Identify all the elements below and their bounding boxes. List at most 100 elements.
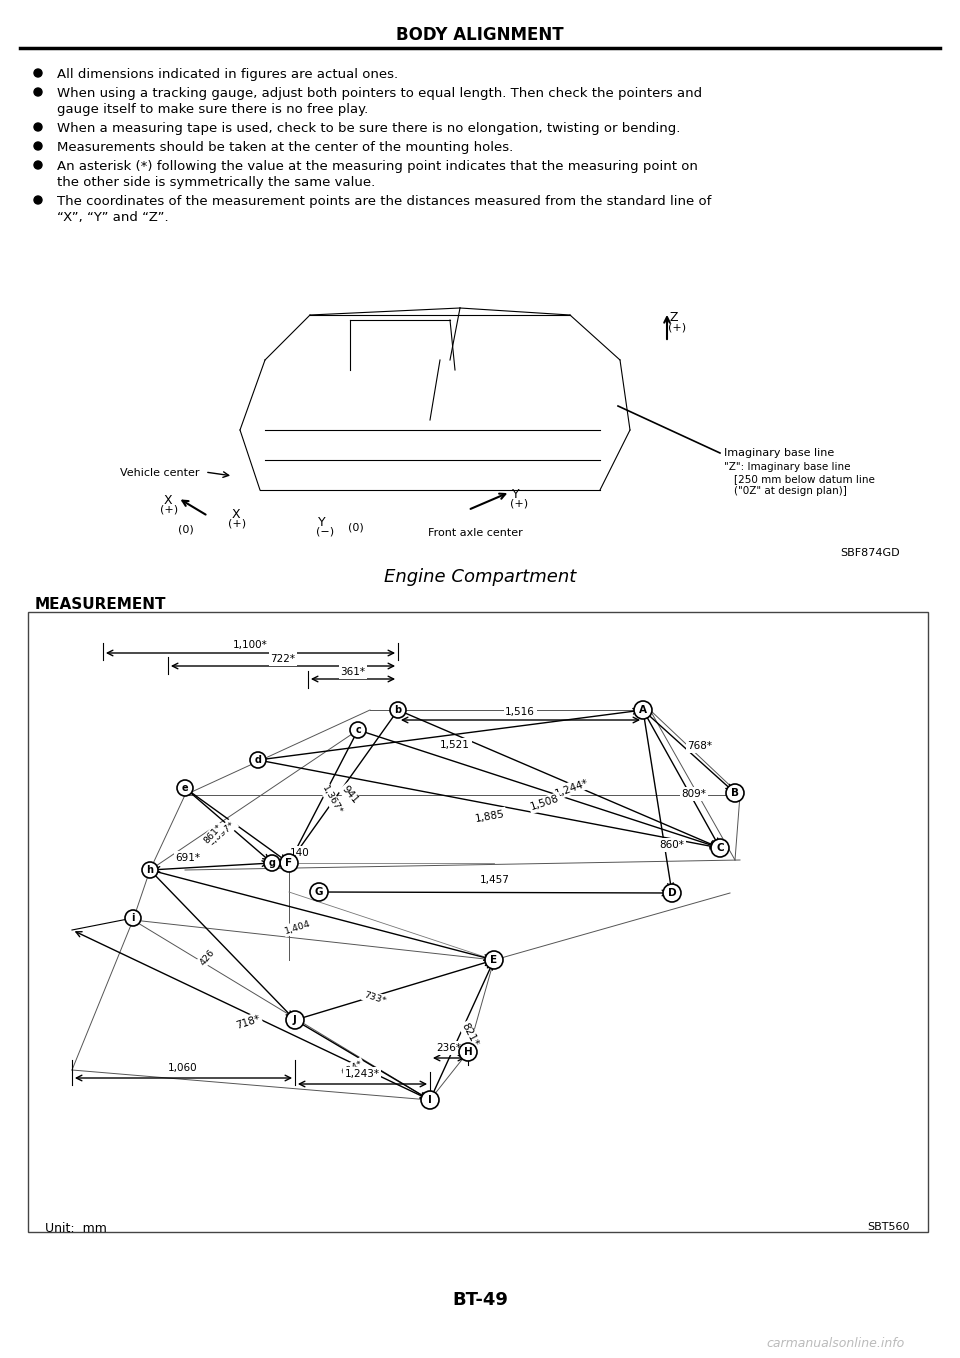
Text: 809*: 809*: [682, 789, 707, 799]
Text: E: E: [491, 955, 497, 966]
Circle shape: [34, 69, 42, 77]
Text: 624*: 624*: [340, 1059, 364, 1077]
Text: 1,367*: 1,367*: [320, 784, 344, 816]
Circle shape: [34, 196, 42, 204]
Text: X: X: [232, 508, 241, 521]
Circle shape: [663, 884, 681, 902]
Text: g: g: [269, 858, 276, 868]
Text: 1,516: 1,516: [505, 708, 535, 717]
Text: 733*: 733*: [363, 990, 387, 1006]
Text: (0): (0): [348, 521, 364, 532]
Text: An asterisk (*) following the value at the measuring point indicates that the me: An asterisk (*) following the value at t…: [57, 160, 698, 172]
Text: All dimensions indicated in figures are actual ones.: All dimensions indicated in figures are …: [57, 68, 398, 81]
Text: b: b: [395, 705, 401, 716]
Text: 941: 941: [340, 784, 360, 805]
Text: Y: Y: [318, 516, 325, 530]
Circle shape: [350, 722, 366, 737]
Circle shape: [726, 784, 744, 803]
Text: (−): (−): [316, 526, 334, 536]
Circle shape: [34, 143, 42, 149]
Text: BT-49: BT-49: [452, 1291, 508, 1309]
Text: 1,404: 1,404: [284, 918, 312, 936]
Text: 861*: 861*: [202, 823, 224, 846]
Text: SBF874GD: SBF874GD: [840, 549, 900, 558]
Text: (+): (+): [510, 498, 528, 508]
Circle shape: [711, 839, 729, 857]
Text: MEASUREMENT: MEASUREMENT: [35, 598, 166, 612]
Text: "Z": Imaginary base line: "Z": Imaginary base line: [724, 462, 851, 473]
Circle shape: [125, 910, 141, 926]
Circle shape: [459, 1043, 477, 1061]
Text: d: d: [254, 755, 261, 765]
Text: X: X: [164, 494, 173, 507]
Text: 361*: 361*: [341, 667, 366, 678]
Circle shape: [264, 856, 280, 870]
Text: 860*: 860*: [660, 841, 684, 850]
Text: i: i: [132, 913, 134, 923]
Text: 1,885: 1,885: [474, 808, 506, 823]
Text: 236*: 236*: [437, 1043, 462, 1052]
Text: Unit:  mm: Unit: mm: [45, 1222, 107, 1234]
Text: Vehicle center: Vehicle center: [120, 469, 200, 478]
Text: 768*: 768*: [687, 741, 712, 751]
Circle shape: [390, 702, 406, 718]
Text: Front axle center: Front axle center: [428, 528, 523, 538]
Circle shape: [142, 862, 158, 879]
Text: BODY ALIGNMENT: BODY ALIGNMENT: [396, 26, 564, 43]
Circle shape: [286, 1010, 304, 1029]
Text: ("0Z" at design plan)]: ("0Z" at design plan)]: [734, 486, 847, 496]
Text: 1,060: 1,060: [168, 1063, 198, 1073]
Text: C: C: [716, 843, 724, 853]
Text: 140: 140: [290, 847, 310, 858]
Text: B: B: [731, 788, 739, 799]
Text: [250 mm below datum line: [250 mm below datum line: [734, 474, 875, 483]
Text: 1,097*: 1,097*: [207, 819, 237, 846]
Text: 426: 426: [198, 948, 216, 967]
Circle shape: [421, 1090, 439, 1109]
Text: (+): (+): [668, 322, 686, 331]
Circle shape: [250, 752, 266, 769]
Text: (+): (+): [160, 504, 179, 513]
Text: 821*: 821*: [460, 1021, 480, 1048]
Text: e: e: [181, 784, 188, 793]
Text: 1,457: 1,457: [480, 875, 510, 885]
Bar: [28, 612, 928, 1232]
Text: Z: Z: [670, 311, 679, 325]
Text: SBT560: SBT560: [868, 1222, 910, 1232]
Circle shape: [310, 883, 328, 900]
Circle shape: [34, 88, 42, 96]
Text: 1,243*: 1,243*: [345, 1069, 379, 1080]
Text: 691*: 691*: [176, 853, 201, 862]
Circle shape: [34, 124, 42, 130]
Text: J: J: [293, 1014, 297, 1025]
Text: Engine Compartment: Engine Compartment: [384, 568, 576, 587]
Text: (+): (+): [228, 517, 246, 528]
Text: c: c: [355, 725, 361, 735]
Text: When using a tracking gauge, adjust both pointers to equal length. Then check th: When using a tracking gauge, adjust both…: [57, 87, 702, 100]
Text: F: F: [285, 858, 293, 868]
Text: 1,521: 1,521: [440, 740, 470, 750]
Text: The coordinates of the measurement points are the distances measured from the st: The coordinates of the measurement point…: [57, 196, 711, 208]
Text: 1,100*: 1,100*: [232, 640, 268, 650]
Text: (0): (0): [178, 526, 194, 535]
Circle shape: [34, 162, 42, 168]
Circle shape: [280, 854, 298, 872]
Text: h: h: [147, 865, 154, 875]
Text: A: A: [639, 705, 647, 716]
Circle shape: [177, 779, 193, 796]
Text: the other side is symmetrically the same value.: the other side is symmetrically the same…: [57, 177, 375, 189]
Text: 718*: 718*: [234, 1013, 261, 1031]
Circle shape: [485, 951, 503, 970]
Text: 722*: 722*: [271, 655, 296, 664]
Text: D: D: [668, 888, 676, 898]
Text: I: I: [428, 1095, 432, 1105]
Text: 1,244*: 1,244*: [554, 777, 590, 799]
Text: H: H: [464, 1047, 472, 1057]
Text: When a measuring tape is used, check to be sure there is no elongation, twisting: When a measuring tape is used, check to …: [57, 122, 681, 134]
Text: Measurements should be taken at the center of the mounting holes.: Measurements should be taken at the cent…: [57, 141, 514, 153]
Text: gauge itself to make sure there is no free play.: gauge itself to make sure there is no fr…: [57, 103, 369, 115]
Text: carmanualsonline.info: carmanualsonline.info: [767, 1338, 905, 1350]
Text: “X”, “Y” and “Z”.: “X”, “Y” and “Z”.: [57, 210, 169, 224]
Text: Imaginary base line: Imaginary base line: [724, 448, 834, 458]
Text: Y: Y: [512, 488, 519, 501]
